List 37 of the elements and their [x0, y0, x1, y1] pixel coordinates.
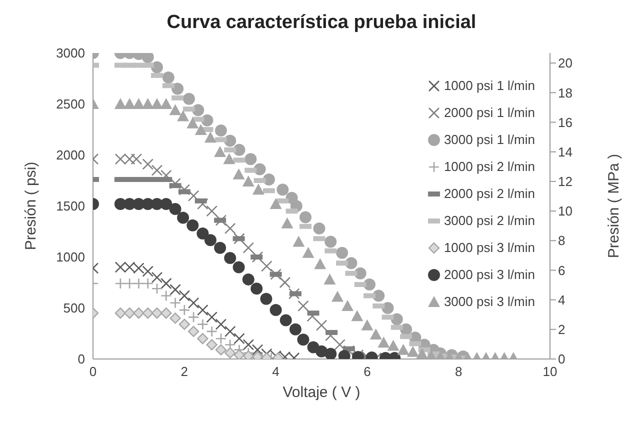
y2-tick-label: 2 — [558, 322, 566, 338]
y2-tick-label: 10 — [558, 204, 572, 219]
y2-tick-label: 18 — [558, 85, 572, 100]
x-axis-title: Voltaje ( V ) — [282, 384, 360, 401]
y-tick-label: 2000 — [56, 148, 85, 163]
y-tick-label: 500 — [63, 300, 85, 316]
y2-tick-label: 0 — [558, 352, 566, 367]
legend-label: 3000 psi 2 l/min — [444, 213, 535, 228]
x-tick-label: 0 — [89, 364, 97, 380]
y-tick-label: 1500 — [56, 198, 85, 214]
y-tick-label: 0 — [78, 352, 85, 367]
x-tick-label: 6 — [364, 364, 371, 380]
y2-tick-label: 16 — [558, 114, 572, 130]
legend-label: 2000 psi 2 l/min — [444, 186, 535, 201]
y2-tick-label: 12 — [558, 174, 572, 190]
y2-tick-label: 20 — [558, 56, 572, 71]
y2-tick-label: 8 — [558, 233, 566, 248]
legend-label: 1000 psi 2 l/min — [444, 159, 535, 174]
y-tick-label: 2500 — [56, 96, 85, 112]
x-tick-label: 8 — [454, 364, 462, 380]
chart-title: Curva característica prueba inicial — [166, 12, 478, 34]
x-tick-label: 4 — [272, 364, 280, 380]
legend-label: 1000 psi 3 l/min — [444, 240, 535, 255]
y2-tick-label: 14 — [558, 144, 572, 160]
y2-axis-title: Presión ( MPa ) — [605, 154, 622, 258]
legend-label: 1000 psi 1 l/min — [444, 78, 535, 93]
legend-label: 2000 psi 1 l/min — [444, 105, 535, 120]
y2-tick-label: 6 — [558, 262, 566, 278]
y-tick-label: 3000 — [56, 46, 85, 61]
y-tick-label: 1000 — [56, 250, 85, 265]
legend-label: 3000 psi 1 l/min — [444, 132, 535, 147]
x-tick-label: 2 — [180, 364, 188, 380]
y2-tick-label: 4 — [558, 292, 566, 308]
y-axis-title: Presión ( psi) — [22, 162, 40, 250]
x-tick-label: 10 — [542, 364, 558, 380]
legend-label: 2000 psi 3 l/min — [444, 267, 535, 282]
legend-label: 3000 psi 3 l/min — [444, 294, 535, 309]
